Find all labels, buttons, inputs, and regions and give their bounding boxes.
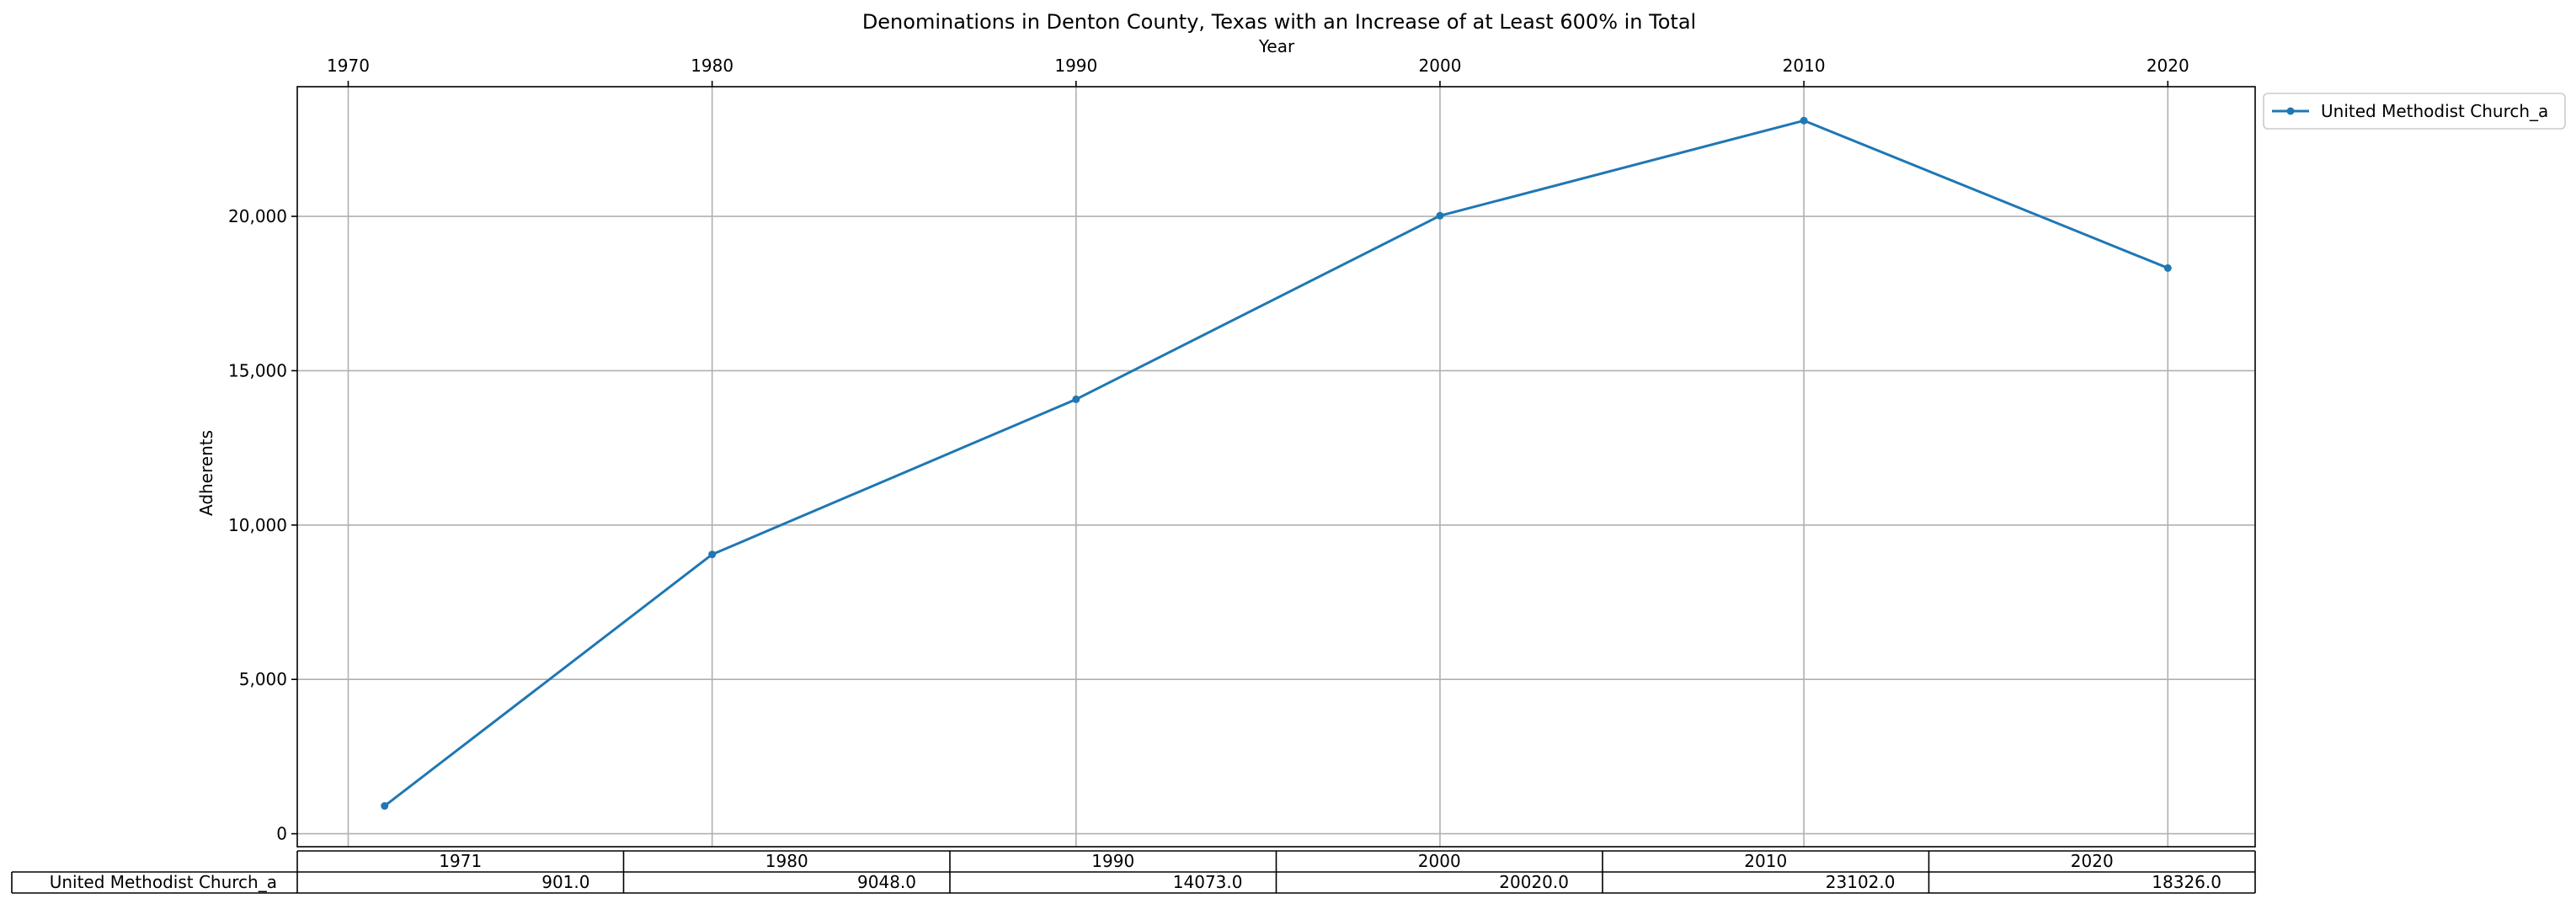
legend-label: United Methodist Church_a — [2321, 101, 2548, 121]
series-line — [383, 119, 2168, 807]
data-point — [1436, 211, 1444, 220]
data-point — [1072, 395, 1080, 403]
table-cell: 18326.0 — [2152, 872, 2221, 892]
x-tick-layer: 1970 1980 1990 2000 2010 2020 — [327, 56, 2189, 87]
table-col-header: 2010 — [1744, 851, 1787, 871]
table-col-header: 2000 — [1418, 851, 1461, 871]
legend-marker — [2286, 107, 2295, 115]
data-point — [1800, 116, 1808, 125]
data-table: 1971 1980 1990 2000 2010 2020 United Methodist… — [11, 850, 2256, 894]
y-tick-label: 15,000 — [228, 360, 287, 380]
plot-frame — [296, 86, 2256, 848]
table-cell: 9048.0 — [857, 872, 916, 892]
y-tick-label: 0 — [276, 824, 287, 844]
data-point — [381, 802, 389, 811]
table-cell: 14073.0 — [1173, 872, 1243, 892]
x-tick-label: 2020 — [2147, 56, 2189, 76]
series-layer — [381, 116, 2172, 811]
table-col-header: 1990 — [1091, 851, 1134, 871]
x-axis-label: Year — [1258, 36, 1295, 56]
table-cell: 23102.0 — [1826, 872, 1896, 892]
y-axis-label: Adherents — [196, 430, 216, 516]
x-tick-label: 1970 — [327, 56, 370, 76]
grid-layer — [297, 87, 2255, 847]
x-tick-label: 2000 — [1419, 56, 1462, 76]
y-tick-label: 5,000 — [239, 669, 287, 689]
y-tick-layer: 0 5,000 10,000 15,000 20,000 — [228, 206, 297, 844]
chart-title: Denominations in Denton County, Texas wi… — [862, 10, 1696, 34]
x-tick-label: 1990 — [1054, 56, 1097, 76]
legend-box — [2263, 93, 2566, 130]
table-cell: 20020.0 — [1499, 872, 1569, 892]
x-tick-label: 2010 — [1783, 56, 1826, 76]
x-tick-label: 1980 — [691, 56, 733, 76]
table-col-header: 1980 — [765, 851, 808, 871]
data-point — [2163, 263, 2172, 272]
table-cell: 901.0 — [541, 872, 589, 892]
y-tick-label: 10,000 — [228, 515, 287, 535]
table-row-label: United Methodist Church_a — [50, 872, 277, 892]
table-col-header: 2020 — [2071, 851, 2114, 871]
legend: United Methodist Church_a — [2263, 93, 2566, 130]
data-point — [708, 550, 717, 559]
table-col-header: 1971 — [439, 851, 482, 871]
y-tick-label: 20,000 — [228, 206, 287, 226]
